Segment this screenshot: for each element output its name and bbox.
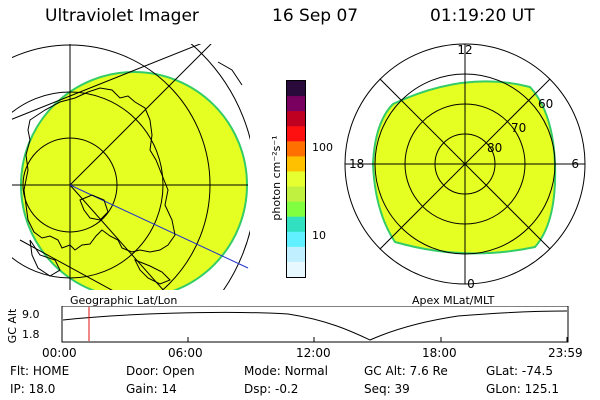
xtick-1800: 18:00 [422,346,457,360]
status-flt: Flt: HOME [10,364,70,378]
colorbar-band [287,171,305,188]
xtick-0600: 06:00 [168,346,203,360]
mlat-label-80: 80 [487,141,502,155]
mlat-label-70: 70 [511,121,526,135]
status-glat: GLat: -74.5 [486,364,553,378]
colorbar-unit-wrapper: photon cm⁻²s⁻¹ [270,80,284,276]
xtick-2359: 23:59 [548,346,583,360]
colorbar-band [287,96,305,112]
mlat-label-60: 60 [538,97,553,111]
mlt-label-0: 0 [467,277,475,291]
mlt-label-12: 12 [457,43,472,57]
colorbar-band [287,111,305,127]
xtick-0000: 00:00 [42,346,77,360]
colorbar-band [287,186,305,203]
alt-ylabel: GC Alt [6,308,19,344]
geographic-map [12,44,250,290]
magnetic-map: 12 18 6 0 60 70 80 [344,43,586,291]
alt-ytick-1-8: 1.8 [22,328,40,341]
colorbar-gradient [287,81,305,278]
status-mode: Mode: Normal [244,364,328,378]
mlt-label-6: 6 [571,157,579,171]
status-ip: IP: 18.0 [10,382,56,396]
magnetic-emission [371,80,557,255]
outer-boundary [217,61,243,86]
status-seq: Seq: 39 [364,382,410,396]
colorbar-band [287,81,305,97]
colorbar-band [287,261,305,278]
status-glon: GLon: 125.1 [486,382,559,396]
status-gain: Gain: 14 [126,382,177,396]
alt-ylabel-wrapper: GC Alt [6,306,20,346]
instrument-title: Ultraviolet Imager [45,6,199,26]
colorbar-band [287,156,305,172]
colorbar-unit-label: photon cm⁻²s⁻¹ [270,135,283,221]
colorbar-tick-10: 10 [312,229,326,242]
coastline [23,87,176,253]
geographic-caption: Geographic Lat/Lon [70,294,178,307]
colorbar-band [287,216,305,233]
colorbar-band [287,201,305,218]
xtick-1200: 12:00 [296,346,331,360]
status-gc-alt: GC Alt: 7.6 Re [364,364,448,378]
date-label: 16 Sep 07 [272,6,359,26]
colorbar-band [287,126,305,142]
meridians [12,44,249,290]
altitude-plot [61,306,569,343]
altitude-curve [62,310,568,341]
colorbar [286,80,306,278]
mlt-meridians [345,44,585,284]
colorbar-band [287,246,305,263]
alt-ytick-9: 9.0 [22,308,40,321]
colorbar-tick-100: 100 [312,141,333,154]
colorbar-band [287,141,305,157]
apex-caption: Apex MLat/MLT [412,294,495,307]
alt-ticks [61,337,568,342]
mlt-label-18: 18 [349,157,364,171]
status-dsp: Dsp: -0.2 [244,382,299,396]
colorbar-band [287,231,305,248]
time-label: 01:19:20 UT [430,6,535,26]
status-door: Door: Open [126,364,195,378]
